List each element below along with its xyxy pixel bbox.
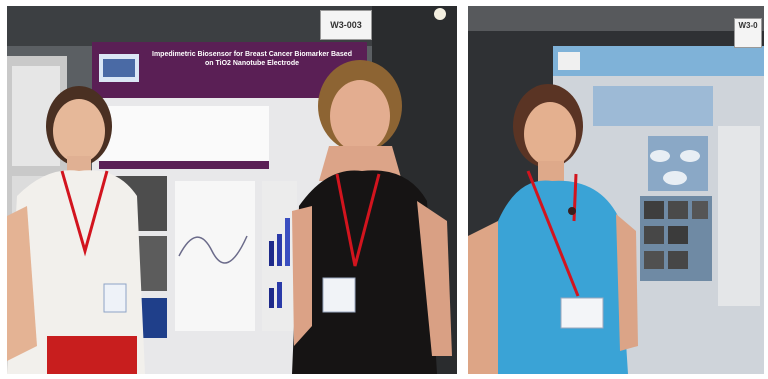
poster-right-oval-1	[650, 150, 670, 162]
woman-right-arm-left	[292, 206, 312, 346]
woman-turquoise-lanyard	[526, 170, 580, 297]
poster-title: Impedimetric Biosensor for Breast Cancer…	[152, 51, 352, 67]
poster-bar-3	[285, 218, 290, 266]
poster-graph-curve	[178, 235, 248, 264]
poster-right-micro-4	[644, 226, 664, 244]
woman-right-arm-right	[417, 201, 452, 356]
woman-right-lanyard	[335, 173, 381, 267]
woman-left-lanyard	[60, 170, 109, 257]
woman-turquoise-necklace	[568, 207, 576, 215]
woman-right-dress	[292, 170, 437, 374]
photo-right: W3-0	[468, 6, 764, 374]
poster-bar-2	[277, 234, 282, 266]
woman-left-badge	[103, 283, 127, 313]
woman-turquoise-badge	[560, 297, 604, 329]
photo-right-scene	[468, 6, 764, 374]
poster-board-number: W3-003	[320, 10, 372, 40]
woman-left-arm	[7, 206, 37, 361]
photo-left-scene	[7, 6, 457, 374]
poster-right-micro-1	[644, 201, 664, 219]
poster-right-micro-3	[692, 201, 708, 219]
poster-right-oval-3	[663, 171, 687, 185]
poster-intro-text	[99, 106, 269, 161]
poster-right-oval-2	[680, 150, 700, 162]
poster-right-micro-5	[668, 226, 688, 244]
logo-mark	[103, 59, 135, 77]
ceiling-right	[468, 6, 764, 31]
poster-bar-4	[269, 288, 274, 308]
woman-left-shirt	[7, 170, 145, 374]
woman-left-red-skirt	[47, 336, 137, 374]
woman-turquoise-arm-right	[616, 214, 638, 351]
poster-right-section-1	[593, 86, 713, 126]
woman-turquoise-neck	[538, 161, 564, 183]
poster-right-logo	[558, 52, 580, 70]
ceiling-light	[434, 8, 446, 20]
poster-bar-5	[277, 282, 282, 308]
poster-board-number-right: W3-0	[734, 18, 762, 48]
poster-right-micro-2	[668, 201, 688, 219]
woman-turquoise-face	[524, 102, 576, 166]
woman-right-badge	[322, 277, 356, 313]
woman-turquoise-top	[488, 180, 628, 374]
woman-turquoise-arm-left	[468, 221, 498, 374]
poster-bar-1	[269, 241, 274, 266]
woman-left-face	[53, 99, 105, 163]
poster-right-header	[553, 46, 764, 76]
photo-left: W3-003 Impedimetric Biosensor for Breast…	[7, 6, 457, 374]
poster-right-micro-6	[644, 251, 664, 269]
poster-right-text-column	[718, 126, 760, 306]
woman-right-face	[330, 80, 390, 152]
poster-right-micro-7	[668, 251, 688, 269]
poster-section-bar	[99, 161, 269, 169]
